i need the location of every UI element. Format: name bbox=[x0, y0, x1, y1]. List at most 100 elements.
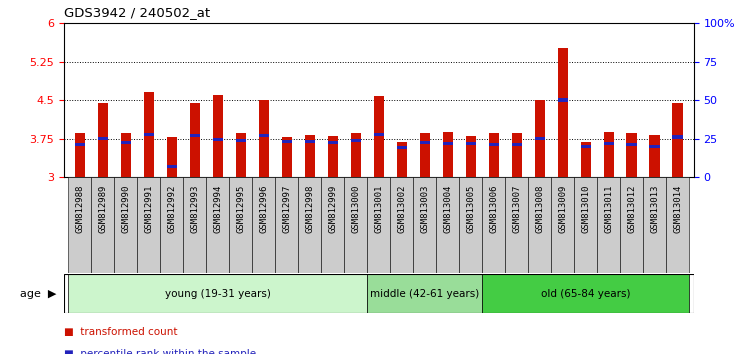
Text: GSM812999: GSM812999 bbox=[328, 185, 338, 233]
Bar bbox=[144, 133, 154, 136]
Bar bbox=[252, 177, 275, 273]
Bar bbox=[281, 137, 292, 177]
Text: GSM812988: GSM812988 bbox=[75, 185, 84, 233]
Bar bbox=[298, 177, 321, 273]
Bar bbox=[321, 177, 344, 273]
Bar bbox=[275, 177, 298, 273]
Bar bbox=[144, 92, 154, 177]
Text: GSM813005: GSM813005 bbox=[466, 185, 476, 233]
Text: GSM813003: GSM813003 bbox=[420, 185, 429, 233]
Bar bbox=[213, 95, 223, 177]
Bar bbox=[482, 177, 506, 273]
Bar bbox=[459, 177, 482, 273]
Text: GSM812990: GSM812990 bbox=[122, 185, 130, 233]
Bar bbox=[92, 177, 114, 273]
Bar bbox=[488, 143, 499, 146]
Bar bbox=[68, 274, 368, 313]
Text: young (19-31 years): young (19-31 years) bbox=[165, 289, 271, 299]
Text: GSM813010: GSM813010 bbox=[581, 185, 590, 233]
Bar bbox=[183, 177, 206, 273]
Bar bbox=[281, 139, 292, 143]
Text: GSM813004: GSM813004 bbox=[443, 185, 452, 233]
Bar bbox=[442, 132, 453, 177]
Text: GSM812994: GSM812994 bbox=[213, 185, 222, 233]
Bar bbox=[368, 274, 482, 313]
Text: GSM812995: GSM812995 bbox=[236, 185, 245, 233]
Bar bbox=[597, 177, 620, 273]
Bar bbox=[397, 146, 407, 149]
Text: GSM812992: GSM812992 bbox=[167, 185, 176, 233]
Bar bbox=[528, 177, 551, 273]
Text: age  ▶: age ▶ bbox=[20, 289, 56, 299]
Text: old (65-84 years): old (65-84 years) bbox=[541, 289, 631, 299]
Bar bbox=[114, 177, 137, 273]
Bar bbox=[98, 103, 108, 177]
Bar bbox=[666, 177, 689, 273]
Bar bbox=[673, 103, 682, 177]
Bar bbox=[512, 143, 522, 146]
Bar bbox=[580, 142, 591, 177]
Bar bbox=[259, 135, 269, 137]
Bar bbox=[535, 100, 544, 177]
Bar bbox=[551, 177, 574, 273]
Bar bbox=[626, 133, 637, 177]
Bar bbox=[673, 136, 682, 138]
Bar bbox=[137, 177, 160, 273]
Text: GSM813006: GSM813006 bbox=[489, 185, 498, 233]
Bar bbox=[512, 133, 522, 177]
Bar bbox=[259, 100, 269, 177]
Bar bbox=[374, 96, 384, 177]
Bar bbox=[557, 98, 568, 102]
Bar bbox=[304, 135, 315, 177]
Text: GSM813013: GSM813013 bbox=[650, 185, 659, 233]
Text: GSM812998: GSM812998 bbox=[305, 185, 314, 233]
Text: middle (42-61 years): middle (42-61 years) bbox=[370, 289, 479, 299]
Bar bbox=[466, 136, 476, 177]
Bar bbox=[121, 133, 131, 177]
Bar bbox=[644, 177, 666, 273]
Text: GSM813007: GSM813007 bbox=[512, 185, 521, 233]
Bar bbox=[75, 133, 85, 177]
Text: GSM812991: GSM812991 bbox=[144, 185, 153, 233]
Bar bbox=[166, 165, 177, 168]
Bar bbox=[535, 137, 544, 140]
Bar bbox=[413, 177, 436, 273]
Bar bbox=[190, 103, 200, 177]
Text: GSM813000: GSM813000 bbox=[351, 185, 360, 233]
Bar bbox=[620, 177, 644, 273]
Text: GSM812993: GSM812993 bbox=[190, 185, 200, 233]
Bar bbox=[160, 177, 183, 273]
Bar bbox=[574, 177, 597, 273]
Bar bbox=[236, 138, 246, 142]
Bar bbox=[98, 137, 108, 140]
Bar bbox=[650, 145, 660, 148]
Bar bbox=[368, 177, 390, 273]
Text: GSM812989: GSM812989 bbox=[98, 185, 107, 233]
Bar bbox=[230, 177, 252, 273]
Text: GSM813012: GSM813012 bbox=[627, 185, 636, 233]
Text: GSM813009: GSM813009 bbox=[558, 185, 567, 233]
Bar bbox=[304, 139, 315, 143]
Text: GSM813008: GSM813008 bbox=[536, 185, 544, 233]
Text: GSM813002: GSM813002 bbox=[398, 185, 406, 233]
Bar bbox=[68, 177, 92, 273]
Bar bbox=[328, 141, 338, 144]
Bar bbox=[374, 133, 384, 136]
Text: ■  transformed count: ■ transformed count bbox=[64, 327, 177, 337]
Bar bbox=[419, 141, 430, 144]
Bar bbox=[213, 138, 223, 141]
Text: GSM813011: GSM813011 bbox=[604, 185, 613, 233]
Bar bbox=[166, 137, 177, 177]
Text: GSM812996: GSM812996 bbox=[260, 185, 268, 233]
Bar bbox=[442, 142, 453, 145]
Text: ■  percentile rank within the sample: ■ percentile rank within the sample bbox=[64, 349, 256, 354]
Bar bbox=[650, 135, 660, 177]
Bar bbox=[604, 142, 613, 145]
Bar bbox=[75, 143, 85, 146]
Bar bbox=[506, 177, 528, 273]
Bar bbox=[626, 143, 637, 146]
Bar bbox=[488, 133, 499, 177]
Bar bbox=[419, 133, 430, 177]
Text: GSM812997: GSM812997 bbox=[282, 185, 291, 233]
Bar bbox=[350, 138, 361, 142]
